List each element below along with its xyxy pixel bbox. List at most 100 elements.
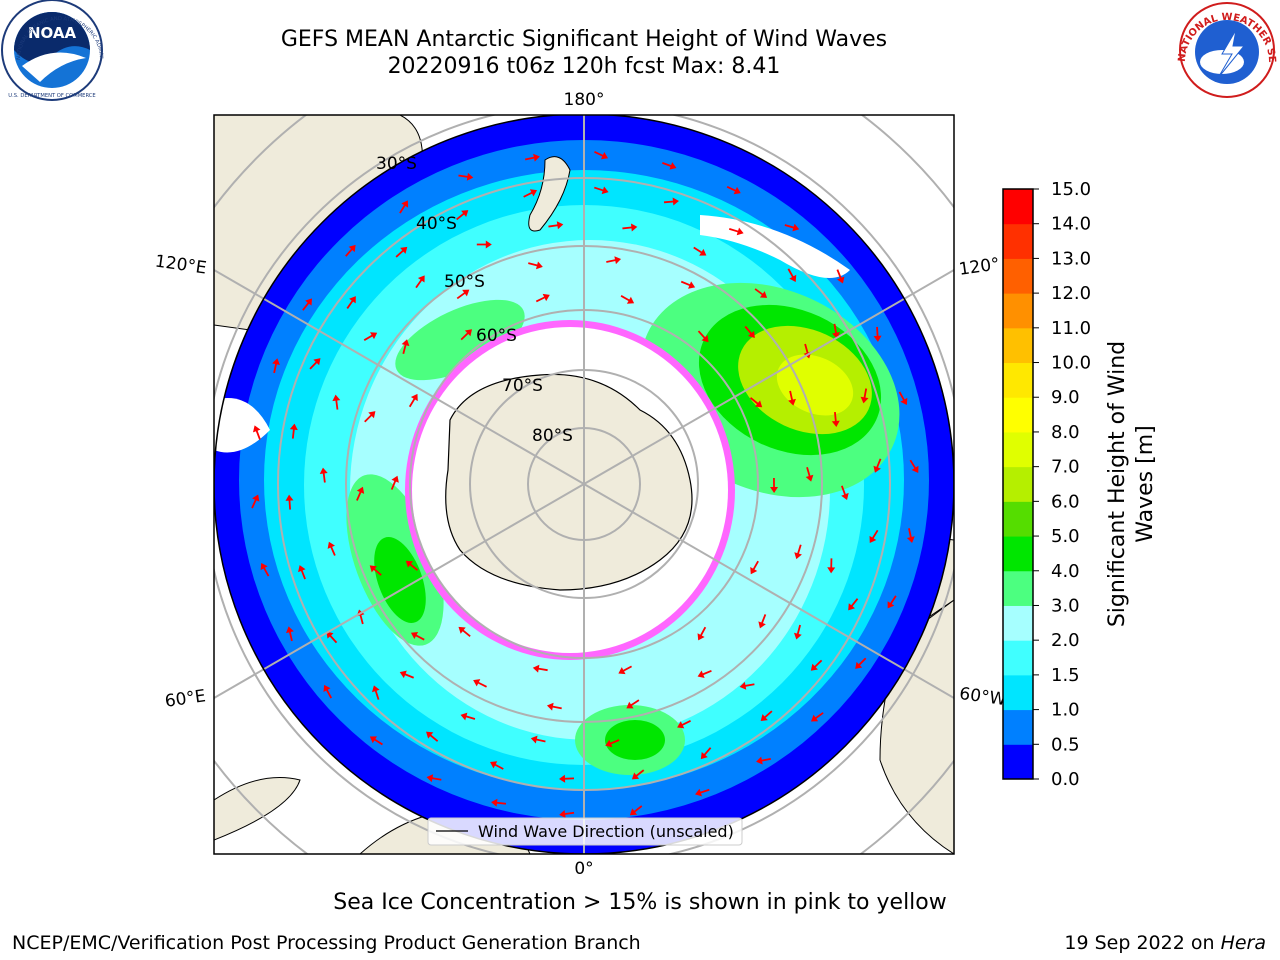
lat-label-60: 60°S [476, 326, 517, 346]
wind-arrow [662, 162, 677, 170]
wind-arrow [458, 626, 471, 637]
wind-arrow [594, 151, 609, 160]
wind-arrow [726, 185, 741, 195]
colorbar-tick-label: 7.0 [1051, 457, 1080, 478]
wind-arrow [836, 269, 845, 284]
colorbar-segment [1003, 223, 1033, 259]
wind-arrow [364, 411, 376, 423]
wind-arrow [697, 669, 712, 678]
colorbar-tick-label: 5.0 [1051, 526, 1080, 547]
colorbar-title-line-2: Waves [m] [1133, 425, 1158, 542]
colorbar-tick-label: 9.0 [1051, 387, 1080, 408]
colorbar-tick-label: 14.0 [1051, 214, 1091, 235]
wind-arrow [535, 293, 550, 303]
wind-arrow [855, 657, 867, 669]
map-area: 30°S 40°S 50°S 60°S 70°S 80°S Wind Wave … [214, 115, 954, 854]
colorbar-tick-label: 8.0 [1051, 422, 1080, 443]
wind-arrow [793, 624, 802, 640]
wind-arrow [390, 475, 399, 490]
wind-arrow [750, 560, 759, 575]
wind-arrow [622, 223, 638, 232]
wind-arrow [260, 562, 270, 577]
wind-arrow [873, 326, 882, 342]
wind-arrow [831, 411, 840, 427]
wind-arrow [787, 268, 797, 282]
wind-arrow [401, 339, 410, 355]
wind-arrow [473, 679, 487, 688]
wind-arrow [395, 246, 408, 258]
wind-arrow [524, 153, 540, 162]
wind-arrow [523, 189, 538, 198]
colorbar-segment [1003, 397, 1033, 433]
land-new-zealand [528, 156, 571, 232]
wind-arrow [695, 788, 710, 797]
wind-arrow [332, 394, 341, 410]
wind-arrow [697, 330, 709, 343]
wind-arrow [677, 720, 691, 729]
wind-arrow [326, 631, 338, 644]
wind-arrow [754, 288, 768, 298]
lon-label-60w: 60°W [958, 684, 1007, 710]
lat-label-30: 30°S [376, 154, 417, 174]
colorbar-segment [1003, 709, 1033, 745]
footer-timestamp: 19 Sep 2022 on Hera [1064, 932, 1266, 954]
wind-arrow [840, 485, 849, 500]
map-frame [213, 114, 955, 855]
footer-date: 19 Sep 2022 on [1064, 932, 1221, 954]
wind-arrow [626, 699, 640, 709]
wind-arrow [456, 210, 469, 221]
noaa-ring-text-bottom: U.S. DEPARTMENT OF COMMERCE [8, 93, 95, 99]
wind-arrow [289, 423, 298, 439]
wind-arrow [363, 332, 378, 341]
wind-arrow [788, 390, 796, 406]
colorbar-tick-label: 0.5 [1051, 734, 1080, 755]
colorbar-tick-label: 3.0 [1051, 595, 1080, 616]
wind-arrow [490, 761, 504, 770]
title-line-2: 20220916 t06z 120h fcst Max: 8.41 [387, 54, 781, 79]
wind-arrow [559, 810, 575, 818]
wind-arrow [528, 261, 543, 270]
svg-text:NATIONAL WEATHER SERVICE: NATIONAL WEATHER SERVICE [0, 0, 1277, 63]
wind-arrow [810, 659, 823, 671]
colorbar-segment [1003, 744, 1033, 780]
wind-arrow [458, 172, 474, 181]
wind-arrow [770, 477, 779, 493]
nws-ring-text: NATIONAL WEATHER SERVICE [0, 0, 1277, 63]
wind-arrow [887, 595, 897, 609]
colorbar-tick-label: 15.0 [1051, 179, 1091, 200]
wind-arrow [309, 358, 321, 370]
wind-arrow [286, 626, 294, 642]
colorbar-tick-label: 4.0 [1051, 561, 1080, 582]
colorbar-tick-label: 1.5 [1051, 665, 1080, 686]
legend-label: Wind Wave Direction (unscaled) [478, 822, 734, 841]
land-madagascar [214, 777, 301, 841]
wind-arrow [784, 223, 800, 232]
wind-arrow [252, 425, 261, 440]
wind-arrow [408, 393, 418, 408]
wind-arrow [697, 626, 707, 641]
wind-arrow [860, 388, 869, 404]
wind-arrow [369, 565, 382, 576]
wind-arrow [369, 736, 383, 746]
lat-label-40: 40°S [416, 214, 457, 234]
lon-label-180: 180° [564, 90, 605, 110]
wind-arrow [758, 614, 767, 629]
wind-arrow [272, 358, 280, 374]
wind-arrow [476, 240, 492, 249]
nws-logo: NATIONAL WEATHER SERVICE [0, 0, 1277, 98]
wind-arrow [546, 702, 562, 711]
wind-arrow [810, 712, 824, 722]
wind-arrow [663, 197, 679, 206]
wind-arrow [869, 529, 879, 544]
wind-arrow [285, 494, 294, 510]
wind-arrow [739, 681, 755, 690]
colorbar-tick-label: 6.0 [1051, 491, 1080, 512]
wind-arrow [805, 466, 814, 482]
wind-arrow [909, 459, 919, 473]
colorbar-segment [1003, 431, 1033, 468]
lat-label-80: 80°S [532, 426, 573, 446]
lon-label-120e: 120°E [154, 252, 208, 279]
wind-arrow [898, 391, 908, 406]
colorbar-segment [1003, 362, 1033, 398]
colorbar-segment [1003, 536, 1033, 572]
